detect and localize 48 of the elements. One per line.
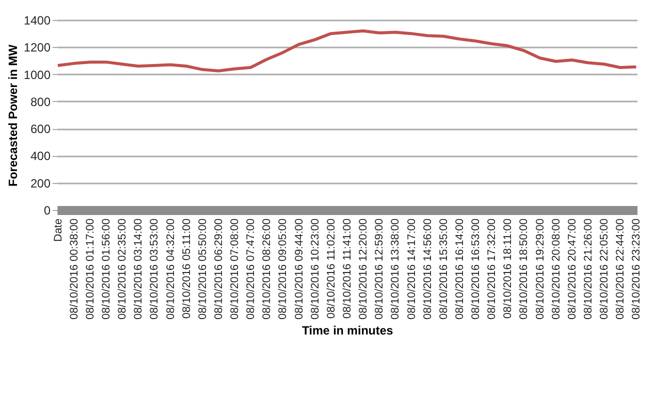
- x-tick-label: 08/10/2016 09:05:00: [277, 218, 290, 320]
- x-tick-label: 08/10/2016 22:44:00: [614, 218, 627, 320]
- x-tick-label: 08/10/2016 15:35:00: [438, 218, 450, 320]
- x-tick-label: 08/10/2016 07:08:00: [229, 218, 242, 320]
- x-axis-title: Time in minutes: [302, 323, 394, 338]
- x-tick-label: 08/10/2016 21:26:00: [582, 218, 594, 320]
- x-tick-label: 08/10/2016 12:59:00: [374, 218, 386, 320]
- y-tick-label: 200: [30, 176, 51, 190]
- x-tick-label: 08/10/2016 09:44:00: [293, 218, 306, 320]
- x-tick-label: 08/10/2016 03:14:00: [132, 218, 145, 320]
- y-tick-label: 0: [44, 204, 51, 218]
- x-tick-label: 08/10/2016 06:29:00: [212, 218, 225, 320]
- x-tick-label: 08/10/2016 01:56:00: [100, 218, 113, 320]
- y-tick-label: 1000: [24, 68, 51, 82]
- x-tick-label: 08/10/2016 23:23:00: [630, 218, 643, 320]
- y-tick-label: 400: [30, 149, 51, 164]
- x-tick-label: 08/10/2016 17:32:00: [486, 218, 498, 320]
- x-tick-label: 08/10/2016 18:50:00: [518, 218, 530, 320]
- x-tick-label: 08/10/2016 05:50:00: [196, 218, 209, 320]
- x-tick-label: 08/10/2016 11:41:00: [342, 218, 354, 319]
- y-tick-label: 1400: [24, 14, 51, 28]
- x-tick-label: 08/10/2016 16:14:00: [454, 218, 466, 320]
- x-tick-label: 08/10/2016 14:17:00: [406, 218, 418, 320]
- x-tick-label: 08/10/2016 10:23:00: [309, 218, 322, 320]
- x-tick-label: 08/10/2016 13:38:00: [390, 218, 402, 320]
- x-tick-label: 08/10/2016 05:11:00: [180, 218, 193, 319]
- line-series: [56, 29, 638, 72]
- x-tick-label: 08/10/2016 04:32:00: [164, 218, 177, 320]
- x-tick-label: 08/10/2016 20:47:00: [566, 218, 578, 320]
- x-tick-label: 08/10/2016 19:29:00: [534, 218, 546, 320]
- y-tick-label: 800: [30, 94, 51, 109]
- x-tick-label: 08/10/2016 08:26:00: [261, 218, 274, 320]
- x-tick-label: 08/10/2016 07:47:00: [245, 218, 258, 320]
- x-tick-label: 08/10/2016 02:35:00: [116, 218, 129, 320]
- x-tick-label: 08/10/2016 01:17:00: [84, 218, 96, 320]
- y-axis-title: Forecasted Power in MW: [6, 44, 20, 187]
- x-tick-label: 08/10/2016 11:02:00: [325, 218, 338, 319]
- x-tick-label: 08/10/2016 00:38:00: [68, 218, 80, 320]
- x-tick-label: 08/10/2016 16:53:00: [470, 218, 482, 320]
- x-tick-label: 08/10/2016 14:56:00: [422, 218, 434, 320]
- x-tick-label: Date: [52, 218, 64, 242]
- x-tick-label: 08/10/2016 22:05:00: [598, 218, 611, 320]
- y-tick-label: 600: [30, 122, 51, 136]
- x-tick-label: 08/10/2016 20:08:00: [550, 218, 562, 320]
- x-tick-label: 08/10/2016 03:53:00: [148, 218, 161, 320]
- x-tick-label: 08/10/2016 12:20:00: [358, 218, 370, 320]
- y-tick-label: 1200: [24, 40, 51, 55]
- x-tick-label: 08/10/2016 18:11:00: [502, 218, 514, 319]
